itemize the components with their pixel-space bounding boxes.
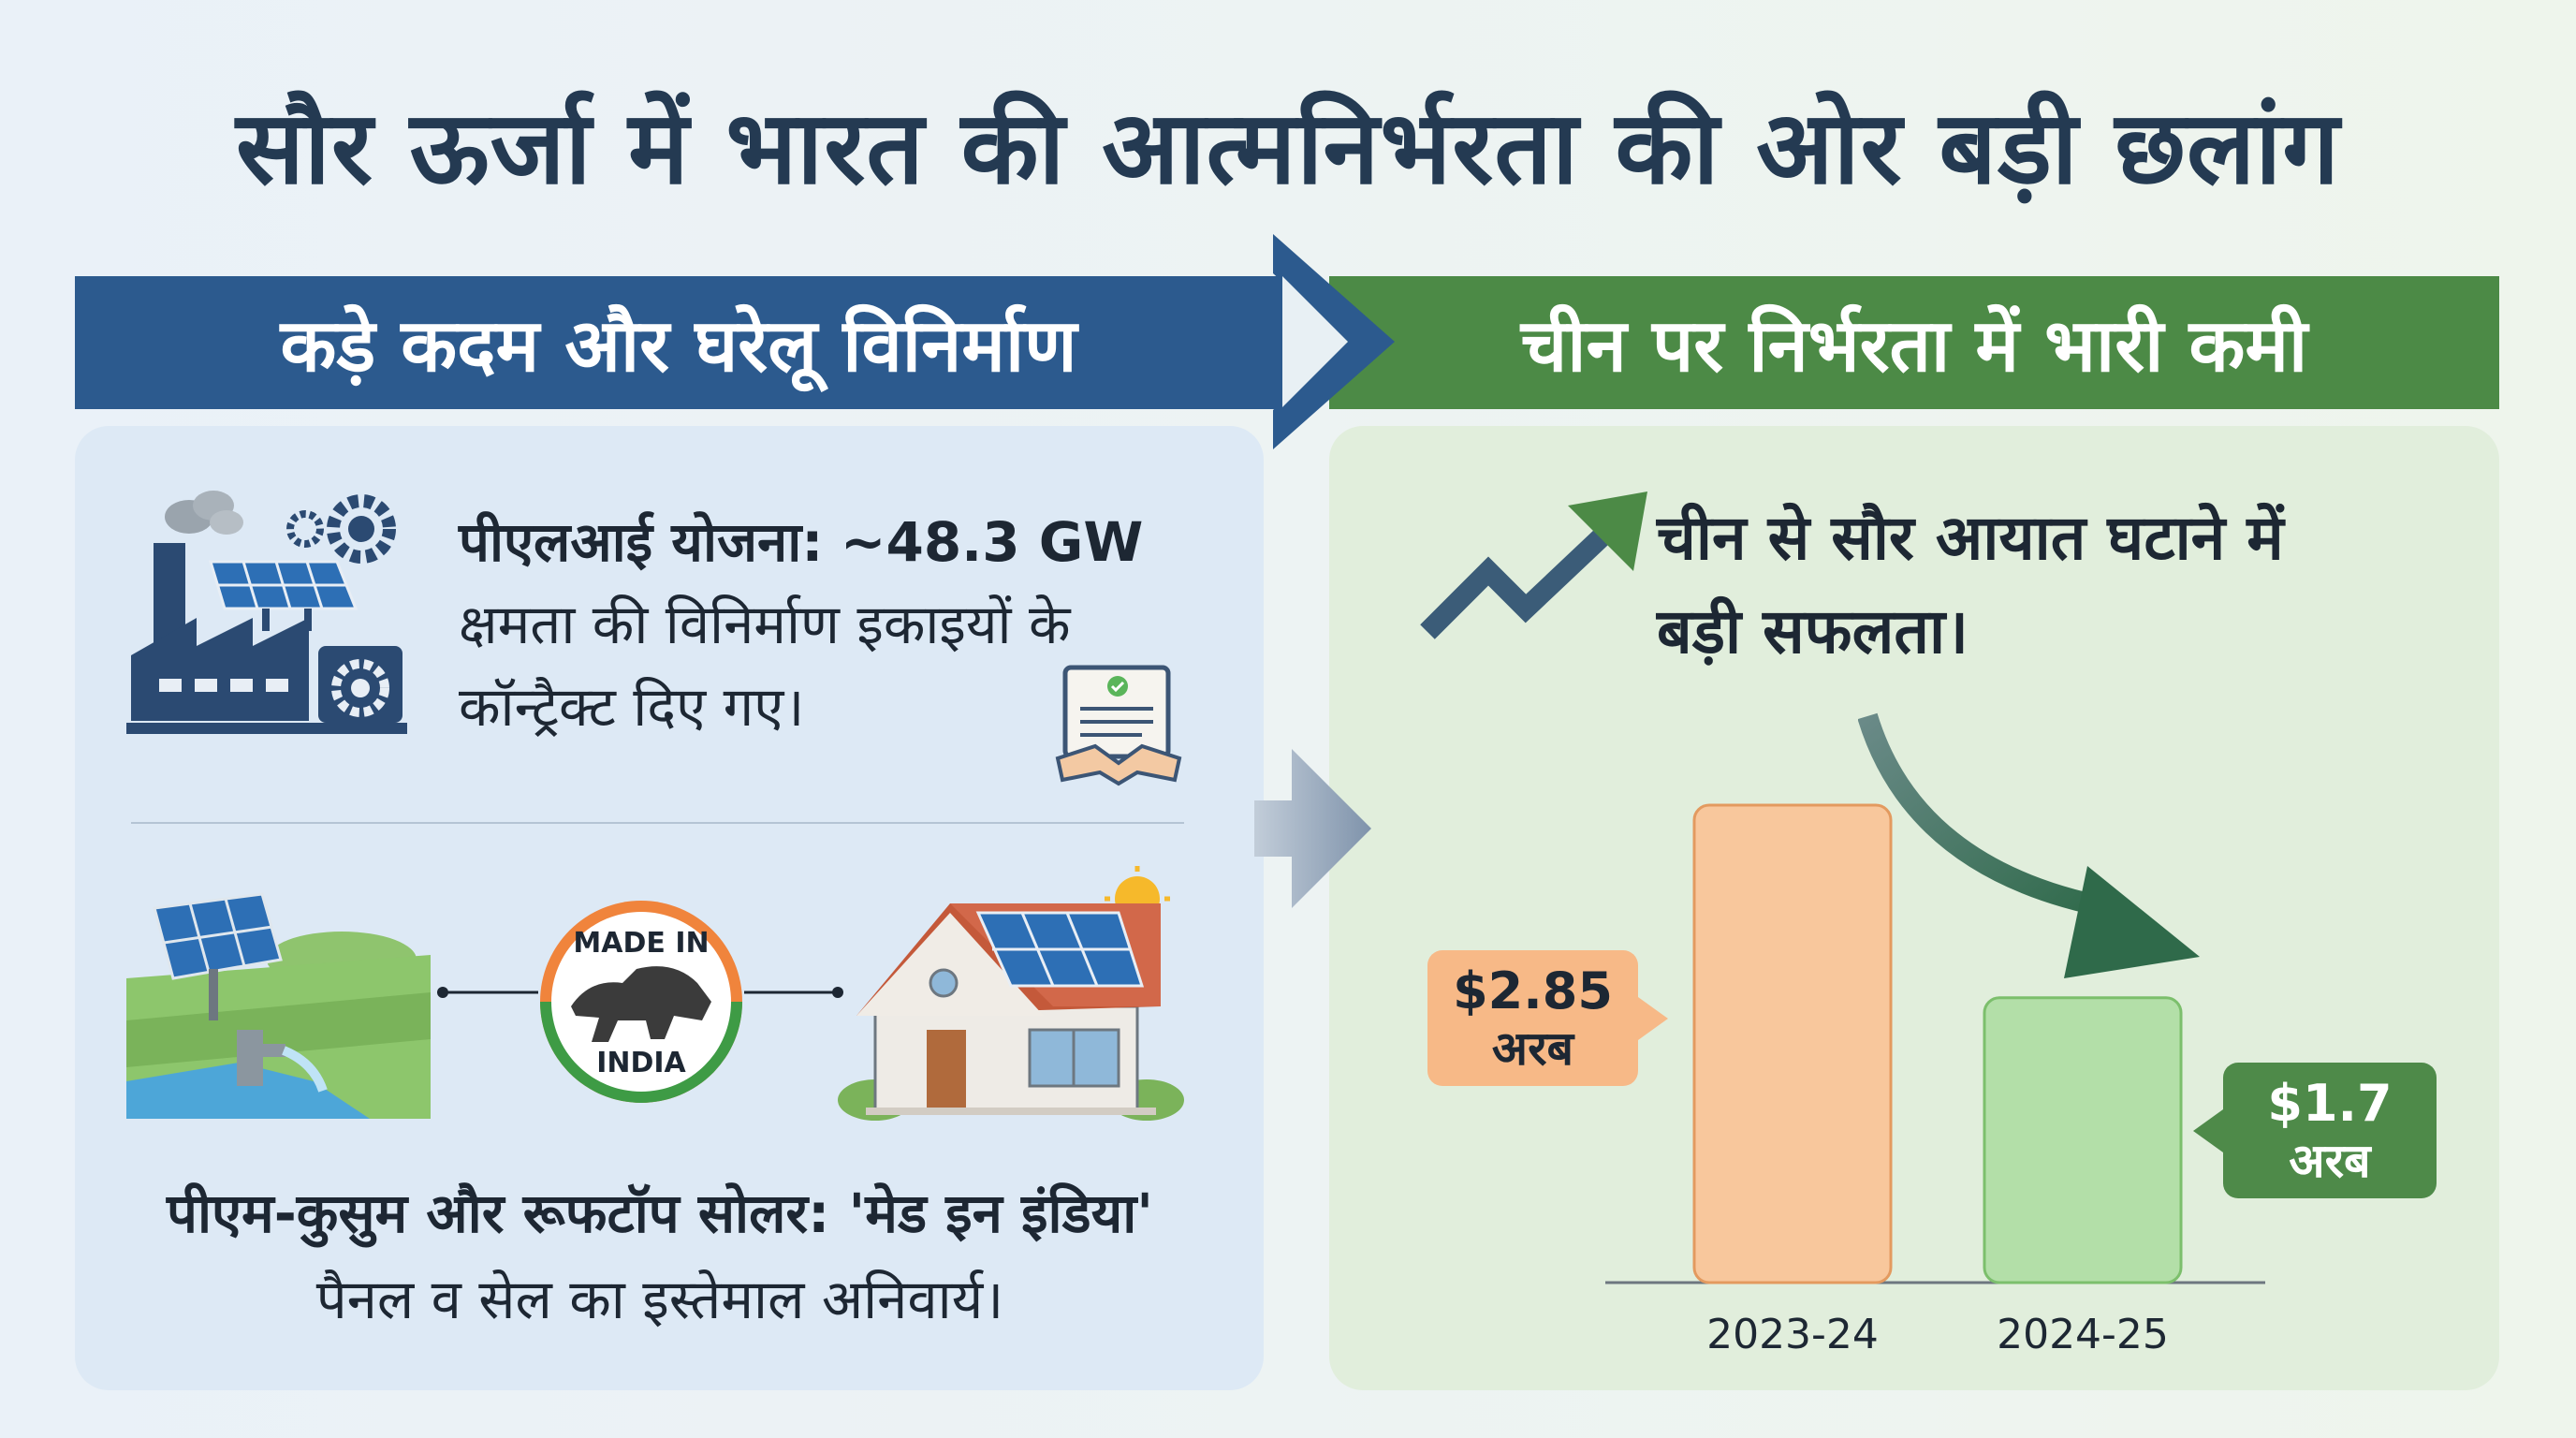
right-panel [1329, 426, 2499, 1390]
bar-2024-25 [1983, 996, 2183, 1284]
section-divider [131, 822, 1184, 824]
seal-text-bottom: INDIA [596, 1047, 686, 1079]
banner-chevron-arrow-icon [1273, 234, 1395, 449]
gear-icon [331, 659, 389, 717]
pli-label: पीएलआई योजना: [459, 510, 824, 574]
value-label-unit: अरब [1492, 1021, 1576, 1076]
callout-pointer [2193, 1109, 2223, 1152]
made-in-india-lion-seal: MADE IN INDIA [540, 901, 742, 1103]
x-tick-label: 2023-24 [1706, 1311, 1879, 1358]
value-callout-2024 [2223, 1063, 2437, 1198]
kusum-text-block: पीएम-कुसुम और रूफटॉप सोलर: 'मेड इन इंडिय… [103, 1170, 1217, 1343]
factory-icon [126, 491, 407, 734]
trend-up-arrow-icon [1420, 492, 1647, 639]
banner-left: कड़े कदम और घरेलू विनिर्माण [75, 276, 1282, 409]
pli-text-block: पीएलआई योजना: ~48.3 GW क्षमता की विनिर्म… [459, 501, 1226, 748]
gear-icon [286, 494, 396, 564]
page-title: सौर ऊर्जा में भारत की आत्मनिर्भरता की ओर… [235, 90, 2341, 207]
success-line-2: बड़ी सफलता। [1657, 595, 1969, 668]
transition-arrow-icon [1254, 749, 1371, 908]
banner-right: चीन पर निर्भरता में भारी कमी [1329, 276, 2499, 409]
success-line-1: चीन से सौर आयात घटाने में [1657, 502, 2284, 574]
bar-2023-24 [1692, 803, 1893, 1284]
decline-arrow-icon [1858, 712, 2200, 978]
callout-pointer [1638, 997, 1668, 1040]
connector-line [437, 987, 538, 998]
success-headline: चीन से सौर आयात घटाने में बड़ी सफलता। [1657, 492, 2424, 679]
solar-farm-pump-icon [126, 892, 431, 1119]
value-callout-2023 [1427, 950, 1638, 1086]
connector-line [744, 987, 843, 998]
value-label-unit: अरब [2289, 1134, 2373, 1188]
kusum-line-2: पैनल व सेल का इस्तेमाल अनिवार्य। [315, 1268, 1004, 1331]
contract-handshake-icon [1055, 665, 1182, 786]
rooftop-solar-house-icon [838, 866, 1184, 1121]
seal-text-top: MADE IN [573, 927, 709, 960]
pli-description: क्षमता की विनिर्माण इकाइयों के कॉन्ट्रैक… [459, 593, 1071, 739]
x-tick-label: 2024-25 [1997, 1311, 2169, 1358]
value-label-amount: $1.7 [2267, 1074, 2392, 1133]
value-label-amount: $2.85 [1453, 961, 1613, 1020]
pli-value: ~48.3 GW [840, 510, 1144, 574]
kusum-line-1: पीएम-कुसुम और रूफटॉप सोलर: 'मेड इन इंडिय… [167, 1181, 1153, 1245]
